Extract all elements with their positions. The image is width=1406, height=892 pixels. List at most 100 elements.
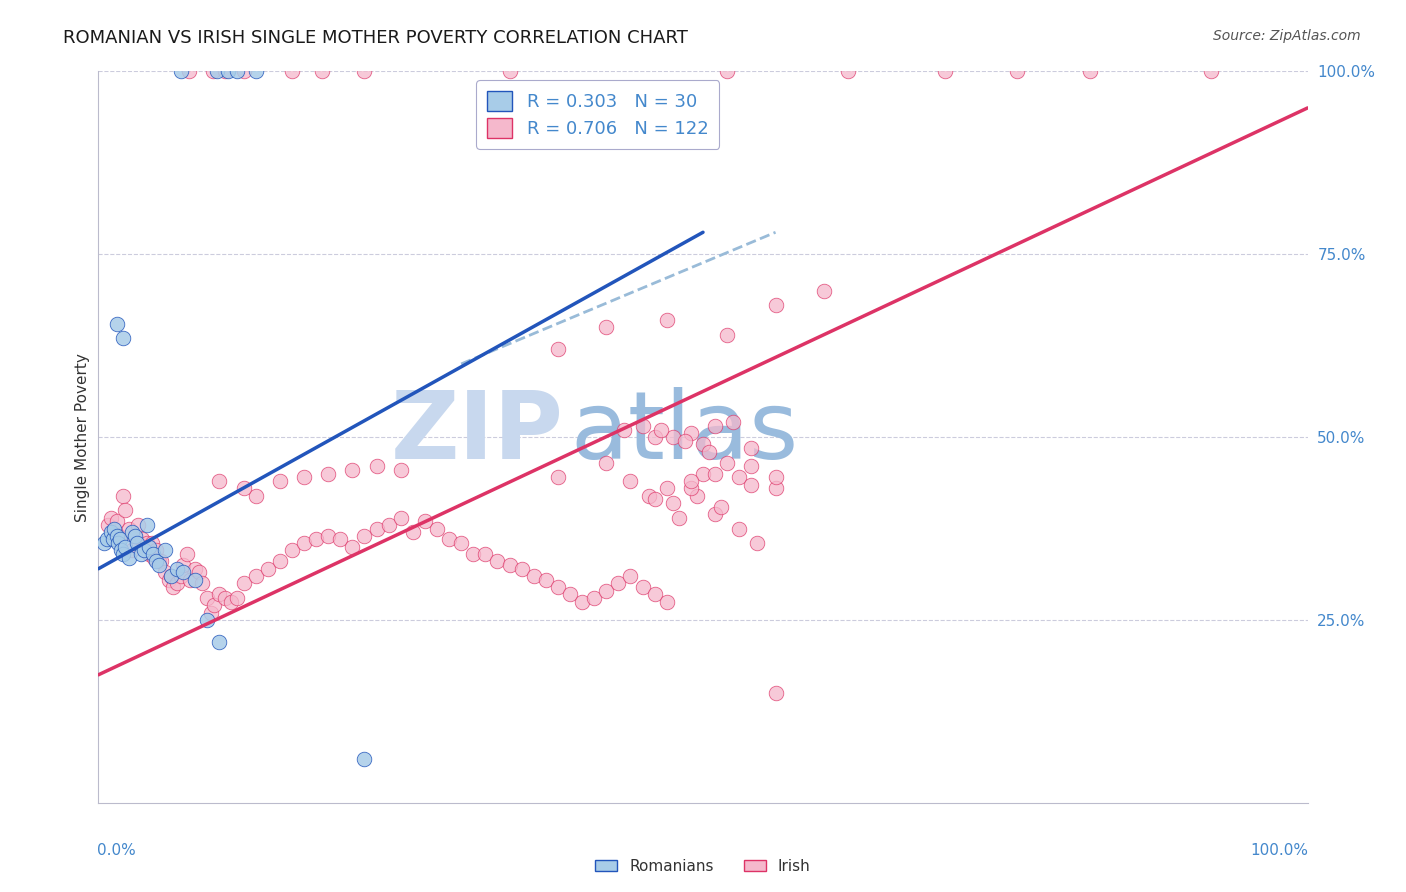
Point xyxy=(292,536,315,550)
Point xyxy=(655,481,678,495)
Legend: Romanians, Irish: Romanians, Irish xyxy=(589,853,817,880)
Point xyxy=(176,547,198,561)
Point xyxy=(127,536,149,550)
Point xyxy=(138,547,160,561)
Point xyxy=(110,543,132,558)
Point xyxy=(765,481,787,495)
Point xyxy=(127,517,149,532)
Point xyxy=(813,284,835,298)
Point xyxy=(142,547,165,561)
Point xyxy=(631,419,654,434)
Point xyxy=(118,521,141,535)
Point xyxy=(214,591,236,605)
Point xyxy=(316,529,339,543)
Point xyxy=(637,489,659,503)
Point xyxy=(353,64,375,78)
Point xyxy=(426,521,449,535)
Point xyxy=(619,569,641,583)
Point xyxy=(723,416,745,430)
Point xyxy=(498,64,520,78)
Point xyxy=(153,566,176,580)
Point xyxy=(114,503,136,517)
Point xyxy=(101,533,124,547)
Point xyxy=(728,521,751,535)
Point xyxy=(232,64,254,78)
Point xyxy=(650,423,672,437)
Point xyxy=(124,529,146,543)
Point xyxy=(342,463,364,477)
Point xyxy=(221,594,243,608)
Point xyxy=(245,489,267,503)
Point xyxy=(208,474,231,488)
Point xyxy=(269,554,291,568)
Point xyxy=(329,533,352,547)
Point xyxy=(96,533,118,547)
Point xyxy=(389,510,412,524)
Point xyxy=(111,547,134,561)
Point xyxy=(710,500,733,514)
Point xyxy=(510,562,533,576)
Point xyxy=(205,64,228,78)
Point xyxy=(166,576,188,591)
Point xyxy=(498,558,520,573)
Point xyxy=(437,533,460,547)
Point xyxy=(558,587,581,601)
Point xyxy=(316,467,339,481)
Point xyxy=(184,562,207,576)
Point xyxy=(486,554,509,568)
Point xyxy=(305,533,328,547)
Point xyxy=(704,467,727,481)
Point xyxy=(366,521,388,535)
Point xyxy=(402,525,425,540)
Point xyxy=(157,573,180,587)
Point xyxy=(97,517,120,532)
Point xyxy=(124,529,146,543)
Point xyxy=(135,536,157,550)
Text: ZIP: ZIP xyxy=(391,387,564,479)
Point xyxy=(101,533,124,547)
Point xyxy=(179,64,201,78)
Point xyxy=(679,474,702,488)
Point xyxy=(697,444,720,458)
Point xyxy=(245,569,267,583)
Point xyxy=(644,492,666,507)
Point xyxy=(135,517,157,532)
Point xyxy=(765,686,787,700)
Point xyxy=(269,474,291,488)
Point xyxy=(107,536,129,550)
Point xyxy=(232,576,254,591)
Point xyxy=(765,298,787,312)
Point xyxy=(208,587,231,601)
Point xyxy=(547,580,569,594)
Point xyxy=(160,569,183,583)
Point xyxy=(148,558,170,573)
Point xyxy=(105,514,128,528)
Point xyxy=(105,317,128,331)
Point xyxy=(353,529,375,543)
Point xyxy=(166,562,188,576)
Point xyxy=(686,489,709,503)
Point xyxy=(172,558,194,573)
Point xyxy=(143,550,166,565)
Point xyxy=(619,474,641,488)
Point xyxy=(195,613,218,627)
Point xyxy=(934,64,956,78)
Point xyxy=(169,64,191,78)
Point xyxy=(131,533,153,547)
Point xyxy=(668,510,690,524)
Text: 0.0%: 0.0% xyxy=(97,843,136,858)
Point xyxy=(474,547,496,561)
Point xyxy=(716,327,738,342)
Point xyxy=(607,576,630,591)
Legend: R = 0.303   N = 30, R = 0.706   N = 122: R = 0.303 N = 30, R = 0.706 N = 122 xyxy=(477,80,720,149)
Point xyxy=(547,470,569,484)
Point xyxy=(1199,64,1222,78)
Point xyxy=(214,64,236,78)
Point xyxy=(202,64,225,78)
Point xyxy=(208,635,231,649)
Point xyxy=(121,543,143,558)
Point xyxy=(692,467,714,481)
Point xyxy=(200,606,222,620)
Point xyxy=(661,430,683,444)
Point xyxy=(281,64,304,78)
